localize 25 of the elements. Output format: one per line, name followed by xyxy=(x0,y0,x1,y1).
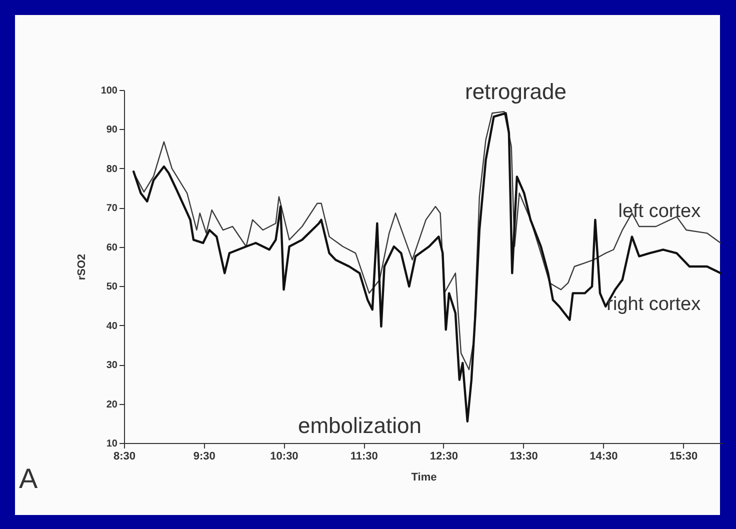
series-label: right cortex xyxy=(606,294,702,316)
annotation: embolization xyxy=(298,413,422,439)
y-tick-label: 60 xyxy=(106,242,118,254)
text: A xyxy=(19,463,38,495)
y-axis-title: rSO2 xyxy=(76,254,88,280)
y-tick-label: 100 xyxy=(100,86,118,96)
x-tick-label: 11:30 xyxy=(350,450,378,462)
x-tick-label: 15:30 xyxy=(669,450,698,462)
y-tick-label: 30 xyxy=(106,360,118,372)
x-axis-title: Time xyxy=(411,472,437,484)
y-tick-label: 70 xyxy=(106,203,118,214)
x-tick-label: 8:30 xyxy=(113,450,136,462)
y-tick-label: 40 xyxy=(106,320,118,332)
x-tick-label: 13:30 xyxy=(510,450,538,462)
x-tick-label: 10:30 xyxy=(270,450,298,462)
annotation: retrograde xyxy=(465,79,567,105)
series-label: left cortex xyxy=(618,200,702,222)
y-tick-label: 20 xyxy=(106,399,118,410)
y-tick-label: 10 xyxy=(106,438,118,450)
y-tick-label: 50 xyxy=(106,282,118,293)
x-tick-label: 9:30 xyxy=(193,450,216,462)
y-tick-label: 80 xyxy=(106,164,118,175)
x-tick-label: 12:30 xyxy=(430,450,458,462)
y-tick-label: 90 xyxy=(106,124,118,136)
x-tick-label: 14:30 xyxy=(590,450,618,462)
